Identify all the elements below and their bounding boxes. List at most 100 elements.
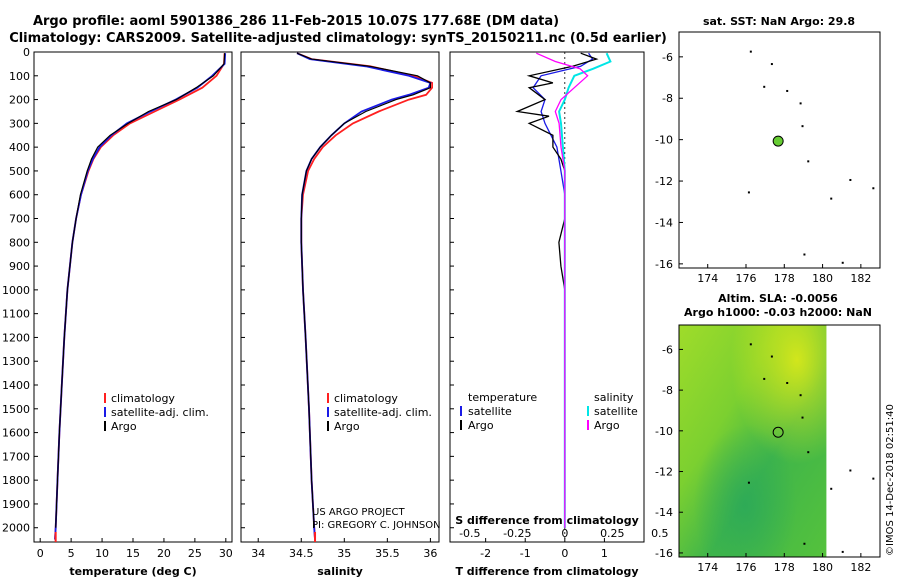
map-y-tick-label: -16: [655, 547, 673, 560]
y-tick-label: 1000: [2, 284, 30, 297]
island-marker: [803, 542, 806, 545]
legend-label: salinity: [594, 391, 634, 404]
island-marker: [799, 102, 802, 105]
temperature-axes-frame: [33, 51, 233, 543]
x-tick-label: 20: [157, 547, 171, 560]
salinity-axes-frame: [240, 51, 440, 543]
y-tick-label: 800: [9, 236, 30, 249]
difference-axes-frame: [449, 51, 645, 543]
difference-series-s-satellite: [558, 52, 612, 528]
map-x-tick-label: 176: [736, 272, 757, 285]
island-marker: [841, 261, 844, 264]
x-tick-label: 34.5: [289, 547, 314, 560]
x-top-tick-label: 0.25: [600, 527, 625, 540]
map-x-tick-label: 178: [774, 561, 795, 574]
y-tick-label: 1700: [2, 450, 30, 463]
island-marker: [749, 343, 752, 346]
island-marker: [770, 63, 773, 66]
island-marker: [801, 416, 804, 419]
x-top-tick-label: 0.5: [651, 527, 669, 540]
island-marker: [807, 451, 810, 454]
imos-credit: ©IMOS 14-Dec-2018 02:51:40: [885, 404, 896, 556]
y-tick-label: 1200: [2, 331, 30, 344]
island-marker: [830, 487, 833, 490]
x-tick-label: 30: [219, 547, 233, 560]
y-tick-label: 700: [9, 213, 30, 226]
salinity-series-climatology: [296, 52, 434, 540]
y-tick-label: 400: [9, 141, 30, 154]
map-y-tick-label: -10: [655, 134, 673, 147]
map-y-tick-label: -12: [655, 175, 673, 188]
map-y-tick-label: -8: [662, 384, 673, 397]
x-tick-label: 0: [561, 547, 568, 560]
pi-credit: PI: GREGORY C. JOHNSON: [312, 520, 441, 531]
y-tick-label: 1900: [2, 498, 30, 511]
island-marker: [763, 85, 766, 88]
figure-title-line1: Argo profile: aoml 5901386_286 11-Feb-20…: [33, 14, 559, 29]
map-x-tick-label: 180: [812, 272, 833, 285]
island-marker: [872, 477, 875, 480]
island-marker: [786, 381, 789, 384]
salinity-difference-label: S difference from climatology: [455, 514, 639, 527]
map-x-tick-label: 174: [697, 561, 718, 574]
sla-low-region: [679, 325, 827, 557]
map-frame: [678, 31, 881, 269]
salinity-x-label: salinity: [317, 565, 363, 578]
y-tick-label: 600: [9, 189, 30, 202]
sst-map-panel: -6 -8 -10 -12 -14 -16 174 176 178 180 182 sat. SST:…: [655, 15, 881, 285]
temperature-series-argo: [55, 53, 226, 528]
map-x-tick-label: 182: [850, 272, 871, 285]
sla-map-panel: -6 -8 -10 -12 -14 -16 174 176 178 180 182 Altim. SL…: [655, 292, 881, 574]
figure-title-line2: Climatology: CARS2009. Satellite-adjuste…: [9, 31, 667, 46]
legend-label: climatology: [334, 392, 398, 405]
map-y-tick-label: -14: [655, 216, 673, 229]
map-y-tick-label: -10: [655, 425, 673, 438]
y-tick-label: 1500: [2, 403, 30, 416]
map-y-tick-label: -12: [655, 466, 673, 479]
y-tick-label: 500: [9, 165, 30, 178]
legend-label: satellite-adj. clim.: [111, 406, 209, 419]
salinity-series-argo: [296, 52, 431, 528]
x-tick-label: 15: [126, 547, 140, 560]
x-tick-label: 1: [601, 547, 608, 560]
salinity-panel: 34 34.5 35 35.5 36 salinity climatologysatelli…: [240, 51, 440, 578]
map-y-tick-label: -6: [662, 51, 673, 64]
map-x-tick-label: 176: [736, 561, 757, 574]
temperature-difference-label: T difference from climatology: [455, 565, 638, 578]
island-marker: [841, 550, 844, 553]
y-tick-label: 300: [9, 117, 30, 130]
legend-label: Argo: [111, 420, 137, 433]
x-tick-label: 25: [188, 547, 202, 560]
y-tick-label: 900: [9, 260, 30, 273]
x-tick-label: 35.5: [375, 547, 400, 560]
map-y-tick-label: -8: [662, 92, 673, 105]
island-marker: [747, 191, 750, 194]
legend-label: temperature: [468, 391, 537, 404]
difference-series-t-satellite: [532, 52, 594, 528]
legend-label: Argo: [594, 419, 620, 432]
x-tick-label: -2: [480, 547, 491, 560]
island-marker: [799, 394, 802, 397]
float-position-marker: [772, 426, 784, 438]
island-marker: [763, 377, 766, 380]
map-x-tick-label: 178: [774, 272, 795, 285]
legend-label: climatology: [111, 392, 175, 405]
map-frame: [678, 324, 881, 558]
island-marker: [749, 50, 752, 53]
island-marker: [747, 481, 750, 484]
x-tick-label: -1: [520, 547, 531, 560]
sla-map-title-line2: Argo h1000: -0.03 h2000: NaN: [684, 306, 872, 319]
island-marker: [849, 178, 852, 181]
difference-panel: -2 -1 0 1-0.5 -0.25 0 0.25 0.5S difference from…: [449, 51, 669, 578]
sst-map-title: sat. SST: NaN Argo: 29.8: [703, 15, 855, 28]
y-tick-label: 1800: [2, 474, 30, 487]
map-y-tick-label: -16: [655, 258, 673, 271]
temperature-series-climatology: [54, 53, 226, 540]
y-tick-label: 2000: [2, 522, 30, 535]
legend-label: satellite-adj. clim.: [334, 406, 432, 419]
y-tick-label: 1400: [2, 379, 30, 392]
sla-map-title-line1: Altim. SLA: -0.0056: [718, 292, 838, 305]
island-marker: [830, 197, 833, 200]
y-tick-label: 0: [23, 46, 30, 59]
